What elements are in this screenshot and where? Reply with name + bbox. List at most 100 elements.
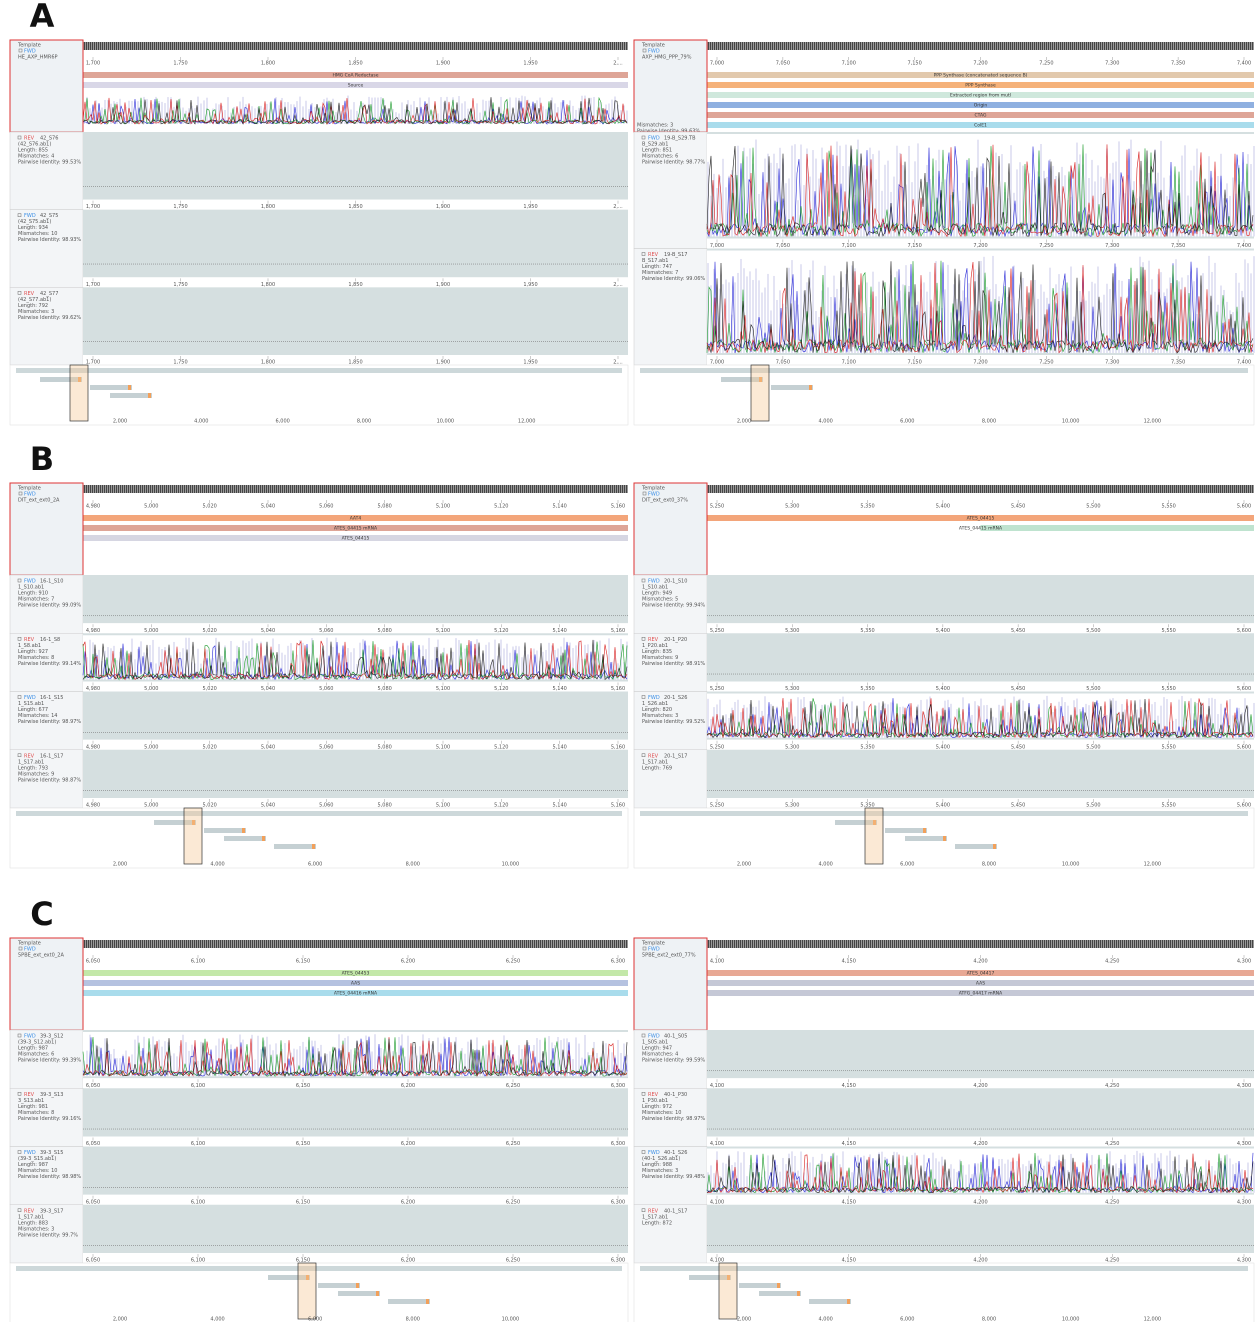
quality-bar (602, 1050, 604, 1077)
annotation[interactable] (980, 525, 1255, 531)
tick-label: 7,350 (1171, 360, 1185, 366)
quality-bar (965, 721, 967, 738)
annotation[interactable] (83, 535, 628, 541)
quality-bar (962, 290, 964, 353)
overview-window[interactable] (718, 1262, 738, 1320)
quality-bar (278, 105, 280, 124)
quality-bar (872, 154, 874, 237)
overview-window[interactable] (183, 807, 203, 865)
quality-bar (908, 707, 910, 738)
quality-bar (956, 1172, 958, 1193)
quality-bar (536, 100, 538, 124)
axis-strip (707, 681, 1254, 692)
quality-bar (245, 1055, 247, 1077)
quality-bar (137, 101, 139, 124)
annotation[interactable] (83, 525, 628, 531)
quality-bar (848, 298, 850, 353)
quality-bar (1130, 1177, 1132, 1193)
tick-label: 6,150 (296, 1141, 310, 1147)
overview-window[interactable] (297, 1262, 317, 1320)
quality-bar (1139, 1153, 1141, 1193)
sequence-bar (83, 42, 628, 50)
quality-bar (917, 143, 919, 237)
checkbox[interactable] (641, 753, 646, 757)
checkbox[interactable] (17, 637, 22, 641)
checkbox[interactable] (641, 1033, 646, 1038)
overview-mismatch (242, 828, 245, 833)
quality-bar (1076, 142, 1078, 237)
checkbox[interactable] (641, 135, 646, 140)
checkbox[interactable] (17, 578, 22, 583)
checkbox[interactable] (641, 578, 646, 583)
annotation[interactable] (83, 970, 628, 976)
annotation[interactable] (83, 72, 628, 78)
overview-read (338, 1291, 380, 1296)
annotation[interactable] (707, 72, 1254, 78)
quality-bar (914, 717, 916, 738)
checkbox[interactable] (17, 291, 22, 295)
annotation[interactable] (707, 112, 1254, 118)
annotation[interactable] (707, 122, 1254, 128)
quality-bar (296, 101, 298, 124)
quality-bar (125, 1050, 127, 1077)
checkbox[interactable] (17, 1150, 22, 1154)
quality-bar (200, 663, 202, 680)
quality-bar (503, 648, 505, 680)
checkbox[interactable] (641, 252, 646, 256)
quality-bar (362, 1041, 364, 1077)
read-info: Pairwise Identity: 99.09% (18, 603, 81, 609)
annotation-label: ATFG_04417 mRNA (959, 991, 1003, 997)
checkbox[interactable] (17, 1092, 22, 1096)
annotation[interactable] (707, 970, 1254, 976)
tick-label: 5,300 (785, 803, 799, 809)
overview-tick-label: 8,000 (406, 862, 420, 868)
template-sidebar (10, 483, 83, 575)
tick-label: 5,160 (611, 628, 625, 634)
quality-bar (902, 165, 904, 237)
annotation[interactable] (83, 82, 628, 88)
checkbox[interactable] (17, 213, 22, 217)
annotation[interactable] (83, 515, 628, 521)
overview-window[interactable] (750, 364, 770, 422)
quality-bar (1226, 714, 1228, 738)
annotation[interactable] (707, 82, 1254, 88)
quality-bar (722, 284, 724, 353)
annotation[interactable] (83, 980, 628, 986)
checkbox[interactable] (17, 135, 22, 140)
quality-bar (836, 1155, 838, 1193)
quality-bar (590, 1055, 592, 1077)
quality-bar (356, 110, 358, 124)
overview-mismatch (847, 1299, 850, 1304)
annotation[interactable] (707, 990, 1254, 996)
checkbox[interactable] (641, 1150, 646, 1154)
quality-bar (1181, 695, 1183, 738)
overview-window[interactable] (864, 807, 884, 865)
annotation-label: ATES_04415 mRNA (334, 526, 378, 532)
annotation[interactable] (707, 515, 1254, 521)
annotation[interactable] (707, 102, 1254, 108)
checkbox[interactable] (641, 1208, 646, 1212)
checkbox[interactable] (17, 1208, 22, 1212)
checkbox[interactable] (17, 753, 22, 757)
quality-bar (1169, 722, 1171, 738)
annotation[interactable] (707, 92, 1254, 98)
checkbox[interactable] (641, 1092, 646, 1096)
annotation[interactable] (707, 980, 1254, 986)
checkbox[interactable] (641, 695, 646, 699)
overview-window[interactable] (69, 364, 89, 422)
read-dir: FWD (24, 213, 36, 219)
read-file: (39-3_S15.ab1) (18, 1156, 56, 1162)
trace (706, 145, 1254, 238)
checkbox[interactable] (17, 695, 22, 699)
checkbox[interactable] (17, 1033, 22, 1038)
annotation[interactable] (83, 990, 628, 996)
quality-bar (1178, 281, 1180, 353)
quality-bar (617, 1039, 619, 1077)
quality-bar (404, 109, 406, 124)
tick-label: 5,080 (378, 744, 392, 750)
tick-label: 5,140 (553, 686, 567, 692)
quality-bar (470, 109, 472, 124)
tick-label: 6,300 (611, 1083, 625, 1089)
checkbox[interactable] (641, 637, 646, 641)
template-sidebar (10, 40, 83, 132)
